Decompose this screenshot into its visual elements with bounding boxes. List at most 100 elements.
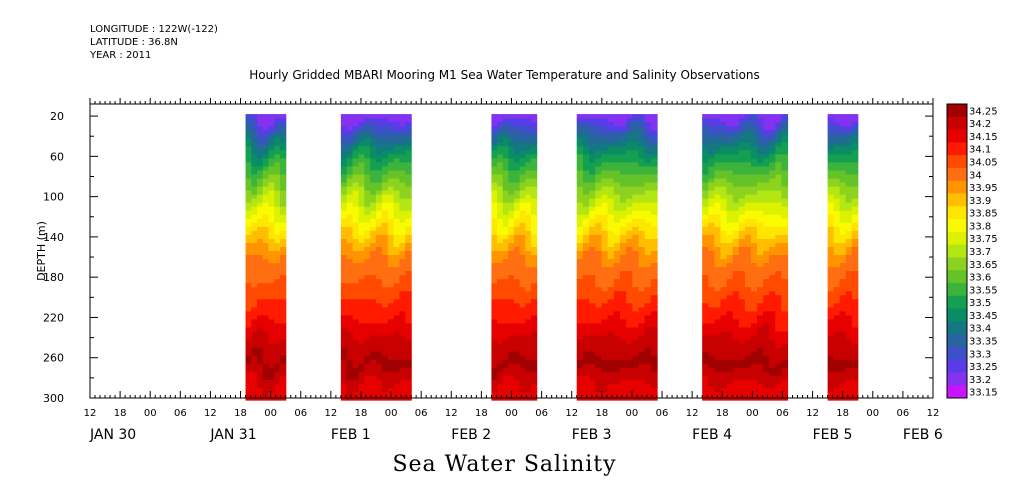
salinity-cell — [245, 222, 252, 228]
salinity-cell — [708, 375, 715, 381]
salinity-cell — [576, 351, 584, 357]
salinity-cell — [364, 162, 371, 168]
salinity-cell — [399, 238, 406, 244]
salinity-cell — [346, 295, 354, 300]
salinity-cell — [358, 323, 365, 329]
salinity-cell — [750, 323, 758, 329]
salinity-cell — [757, 391, 764, 397]
salinity-cell — [376, 323, 383, 329]
salinity-cell — [763, 230, 770, 236]
salinity-cell — [405, 271, 412, 276]
salinity-cell — [514, 166, 521, 172]
salinity-cell — [262, 142, 270, 147]
salinity-cell — [519, 323, 526, 329]
salinity-cell — [525, 263, 532, 268]
salinity-cell — [763, 162, 770, 168]
salinity-cell — [638, 146, 646, 151]
salinity-cell — [845, 359, 853, 365]
salinity-cell — [708, 150, 715, 155]
salinity-cell — [720, 347, 728, 353]
salinity-cell — [508, 303, 515, 308]
salinity-cell — [607, 238, 615, 244]
salinity-cell — [601, 230, 609, 236]
salinity-cell — [757, 299, 764, 304]
salinity-cell — [502, 182, 509, 188]
salinity-cell — [268, 319, 275, 325]
salinity-cell — [619, 307, 627, 313]
salinity-cell — [845, 190, 853, 196]
salinity-cell — [245, 142, 252, 147]
salinity-cell — [514, 122, 521, 127]
salinity-cell — [626, 186, 633, 192]
salinity-cell — [769, 162, 776, 168]
x-hour-label: 00 — [866, 408, 879, 419]
salinity-cell — [769, 383, 776, 389]
salinity-cell — [763, 335, 770, 341]
salinity-cell — [245, 162, 252, 168]
salinity-cell — [370, 114, 377, 119]
salinity-cell — [370, 347, 377, 353]
salinity-cell — [833, 234, 841, 240]
salinity-cell — [744, 291, 752, 296]
salinity-cell — [650, 166, 658, 172]
salinity-cell — [262, 134, 270, 139]
salinity-cell — [750, 299, 758, 304]
salinity-cell — [607, 383, 615, 389]
salinity-cell — [601, 311, 609, 317]
salinity-cell — [340, 198, 348, 204]
salinity-cell — [613, 210, 621, 216]
salinity-cell — [257, 391, 264, 397]
salinity-cell — [763, 323, 770, 329]
salinity-cell — [851, 238, 859, 244]
salinity-cell — [262, 166, 270, 172]
salinity-cell — [775, 158, 782, 163]
salinity-cell — [595, 182, 603, 188]
salinity-cell — [376, 383, 383, 389]
salinity-cell — [387, 138, 395, 143]
salinity-cell — [279, 174, 287, 180]
salinity-cell — [845, 379, 853, 385]
salinity-cell — [619, 259, 627, 264]
salinity-cell — [595, 222, 603, 228]
salinity-cell — [702, 363, 709, 369]
salinity-cell — [582, 134, 590, 139]
salinity-cell — [644, 146, 652, 151]
salinity-cell — [381, 158, 389, 163]
salinity-cell — [405, 379, 412, 385]
salinity-cell — [607, 291, 615, 296]
salinity-cell — [582, 170, 590, 176]
salinity-cell — [632, 178, 640, 184]
salinity-cell — [827, 154, 835, 159]
salinity-cell — [376, 255, 383, 260]
salinity-cell — [626, 259, 633, 264]
salinity-cell — [750, 246, 758, 252]
salinity-cell — [744, 174, 752, 180]
salinity-cell — [833, 275, 841, 280]
salinity-cell — [387, 246, 395, 252]
salinity-cell — [381, 242, 389, 248]
salinity-cell — [833, 391, 841, 397]
salinity-cell — [502, 279, 509, 284]
salinity-cell — [358, 134, 365, 139]
salinity-cell — [750, 303, 758, 308]
salinity-cell — [491, 339, 498, 345]
salinity-cell — [607, 379, 615, 385]
salinity-cell — [257, 299, 264, 304]
salinity-cell — [720, 307, 728, 313]
salinity-cell — [514, 230, 521, 236]
salinity-cell — [650, 114, 658, 119]
salinity-cell — [346, 162, 354, 168]
salinity-cell — [708, 279, 715, 284]
salinity-cell — [358, 331, 365, 337]
salinity-cell — [262, 126, 270, 131]
salinity-cell — [708, 154, 715, 159]
salinity-cell — [619, 218, 627, 224]
salinity-cell — [650, 319, 658, 325]
salinity-cell — [626, 319, 633, 325]
salinity-cell — [595, 367, 603, 373]
salinity-cell — [497, 287, 504, 292]
salinity-cell — [376, 279, 383, 284]
salinity-cell — [763, 150, 770, 155]
salinity-cell — [508, 122, 515, 127]
salinity-cell — [827, 118, 835, 123]
